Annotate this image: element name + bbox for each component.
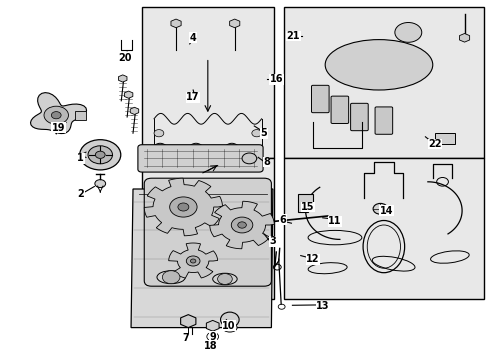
Text: 10: 10 xyxy=(222,321,235,331)
Text: 5: 5 xyxy=(260,128,267,138)
Circle shape xyxy=(154,130,163,137)
Circle shape xyxy=(51,112,61,119)
Text: 21: 21 xyxy=(286,31,300,41)
Bar xyxy=(434,133,454,144)
Polygon shape xyxy=(131,189,272,328)
Text: 15: 15 xyxy=(301,202,314,212)
Circle shape xyxy=(231,217,252,233)
FancyBboxPatch shape xyxy=(311,85,328,113)
FancyBboxPatch shape xyxy=(138,145,263,172)
Circle shape xyxy=(242,153,256,164)
Text: 8: 8 xyxy=(263,157,269,167)
Text: 7: 7 xyxy=(182,333,189,343)
Ellipse shape xyxy=(157,271,185,284)
Polygon shape xyxy=(209,201,274,249)
Circle shape xyxy=(251,130,261,137)
Text: 2: 2 xyxy=(77,189,84,199)
Circle shape xyxy=(186,256,200,266)
Text: 1: 1 xyxy=(77,153,84,163)
Circle shape xyxy=(95,180,105,188)
Text: 18: 18 xyxy=(203,341,217,351)
Text: 17: 17 xyxy=(186,92,200,102)
Circle shape xyxy=(178,203,188,211)
Circle shape xyxy=(217,274,232,284)
FancyBboxPatch shape xyxy=(374,107,392,134)
FancyBboxPatch shape xyxy=(144,178,271,286)
Text: 13: 13 xyxy=(315,301,329,311)
Polygon shape xyxy=(30,93,86,134)
Text: 14: 14 xyxy=(379,206,392,216)
Text: 22: 22 xyxy=(427,139,441,149)
Circle shape xyxy=(372,203,387,214)
Circle shape xyxy=(80,140,121,170)
Polygon shape xyxy=(168,243,217,278)
Text: 20: 20 xyxy=(118,53,131,63)
Circle shape xyxy=(169,197,197,217)
Bar xyxy=(142,7,273,158)
Circle shape xyxy=(44,106,68,124)
Ellipse shape xyxy=(394,22,421,42)
Text: 4: 4 xyxy=(189,33,196,43)
Bar xyxy=(142,158,273,299)
Text: 16: 16 xyxy=(269,74,283,84)
Text: 19: 19 xyxy=(52,123,65,133)
Circle shape xyxy=(210,335,215,338)
Polygon shape xyxy=(144,178,222,236)
Text: 6: 6 xyxy=(279,215,285,225)
Bar xyxy=(75,111,85,120)
Text: 9: 9 xyxy=(209,332,216,342)
Circle shape xyxy=(88,146,112,164)
Text: 12: 12 xyxy=(305,254,319,264)
Circle shape xyxy=(190,259,196,263)
Circle shape xyxy=(95,151,105,158)
Text: 3: 3 xyxy=(269,236,276,246)
FancyBboxPatch shape xyxy=(350,103,367,131)
Bar xyxy=(283,158,483,299)
Ellipse shape xyxy=(220,312,239,327)
FancyBboxPatch shape xyxy=(330,96,348,123)
Ellipse shape xyxy=(222,323,237,332)
Text: 11: 11 xyxy=(327,216,341,226)
Ellipse shape xyxy=(212,273,237,285)
Bar xyxy=(283,7,483,158)
Polygon shape xyxy=(298,194,312,212)
Ellipse shape xyxy=(325,40,432,90)
Circle shape xyxy=(162,271,180,284)
Circle shape xyxy=(237,222,246,228)
